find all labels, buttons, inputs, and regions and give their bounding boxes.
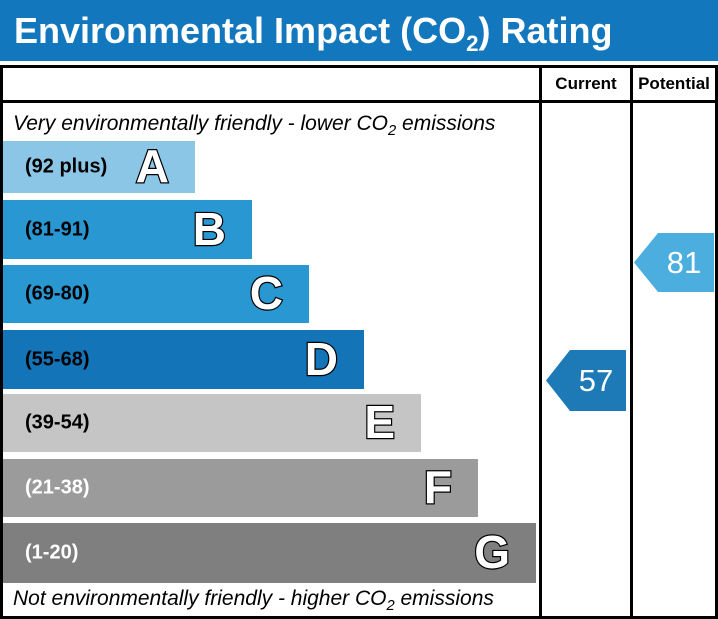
band-f-range: (21-38): [25, 476, 90, 499]
bottom-note-suffix: emissions: [394, 587, 494, 610]
potential-column-header: Potential: [638, 74, 710, 93]
band-d-row: (55-68) D: [3, 330, 364, 389]
potential-column-divider: [630, 65, 633, 619]
potential-rating-value: 81: [666, 244, 702, 280]
band-g-range: (1-20): [25, 541, 79, 564]
band-b-range: (81-91): [25, 218, 90, 240]
bottom-note-subscript: 2: [386, 598, 395, 615]
band-a-letter: A: [135, 140, 171, 193]
title-bar: Environmental Impact (CO2) Rating: [0, 0, 718, 61]
table-border-right: [715, 65, 718, 619]
bottom-note-text: Not environmentally friendly - higher CO: [13, 587, 387, 610]
band-e-row: (39-54) E: [3, 394, 421, 452]
current-column-divider: [539, 65, 542, 619]
header-divider-line: [0, 100, 718, 103]
band-e-letter: E: [363, 396, 396, 449]
band-f-letter: F: [423, 461, 454, 514]
band-e-range: (39-54): [25, 411, 90, 434]
band-c-range: (69-80): [25, 282, 90, 305]
band-c-row: (69-80) C: [3, 265, 309, 323]
band-a-row: (92 plus) A: [3, 141, 195, 193]
table-border-top: [0, 65, 718, 68]
page-title-subscript: 2: [466, 31, 479, 57]
current-rating-value: 57: [578, 362, 614, 398]
band-c-letter: C: [249, 267, 285, 320]
band-b-row: (81-91) B: [3, 200, 252, 259]
page-title-suffix: ) Rating: [478, 10, 613, 51]
table-border-bottom: [0, 616, 718, 619]
current-rating-arrow: 57: [546, 350, 626, 411]
band-a-range: (92 plus): [25, 155, 108, 178]
potential-rating-arrow: 81: [634, 233, 714, 292]
page-title-text: Environmental Impact (CO: [14, 10, 467, 51]
top-note-text: Very environmentally friendly - lower CO: [13, 112, 389, 135]
table-border-left: [0, 65, 3, 619]
band-d-letter: D: [304, 332, 340, 385]
page-title: Environmental Impact (CO2) Rating: [14, 0, 612, 61]
band-g-row: (1-20) G: [3, 523, 536, 583]
top-note-suffix: emissions: [396, 112, 496, 135]
current-column-header: Current: [555, 74, 617, 93]
bottom-note: Not environmentally friendly - higher CO…: [13, 583, 533, 615]
top-note: Very environmentally friendly - lower CO…: [13, 106, 533, 142]
band-g-letter: G: [473, 526, 511, 579]
band-d-range: (55-68): [25, 348, 90, 370]
band-f-row: (21-38) F: [3, 459, 478, 517]
top-note-subscript: 2: [388, 123, 397, 140]
band-b-letter: B: [192, 202, 228, 255]
